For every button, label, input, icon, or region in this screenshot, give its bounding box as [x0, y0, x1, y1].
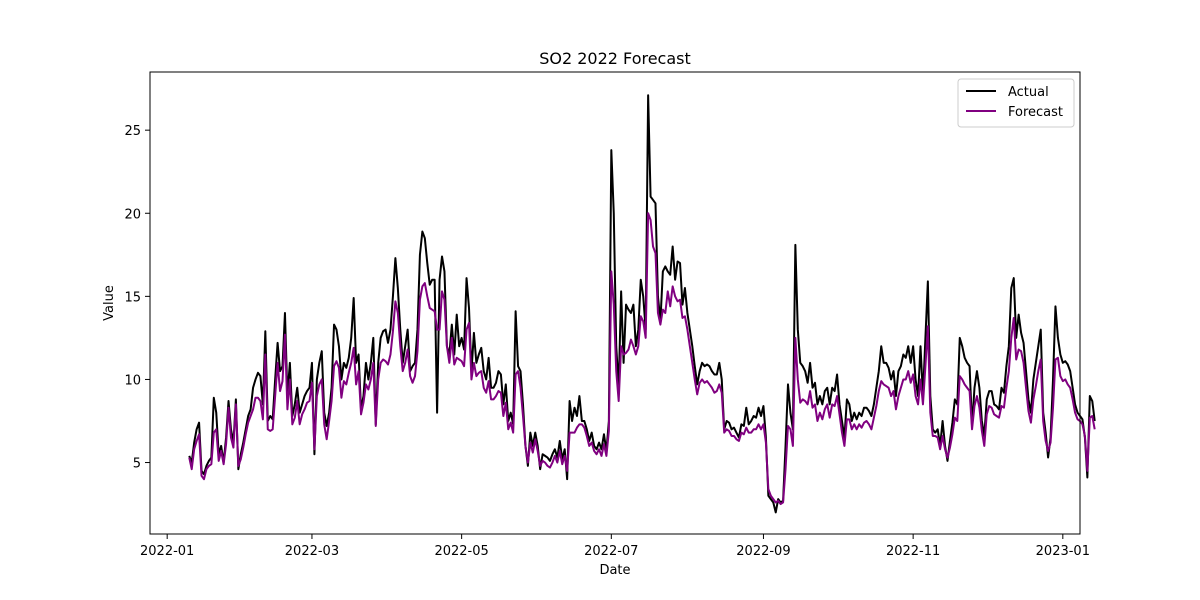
x-tick-label: 2022-01: [140, 544, 194, 559]
y-tick-label: 10: [124, 373, 141, 388]
x-axis: 2022-01 2022-03 2022-05 2022-07 2022-09 2022-…: [140, 534, 1090, 559]
series-line-forecast: [188, 212, 1096, 506]
x-tick-label: 2023-01: [1036, 544, 1090, 559]
x-tick-label: 2022-03: [285, 544, 339, 559]
y-tick-label: 5: [133, 457, 141, 472]
x-tick-label: 2022-09: [736, 544, 790, 559]
chart-title: SO2 2022 Forecast: [539, 49, 691, 68]
y-axis: 5 10 15 20 25: [124, 124, 150, 472]
y-axis-label: Value: [102, 285, 117, 321]
x-axis-label: Date: [599, 563, 630, 578]
axes-frame: [149, 71, 1081, 535]
series-layer: [188, 94, 1096, 514]
x-tick-label: 2022-05: [434, 544, 488, 559]
legend-actual-label: Actual: [1008, 85, 1049, 100]
series-line-actual: [188, 94, 1096, 514]
legend: Actual Forecast: [957, 78, 1075, 128]
y-tick-label: 15: [124, 290, 141, 305]
plot-area: [149, 71, 1096, 535]
x-tick-label: 2022-07: [584, 544, 638, 559]
x-tick-label: 2022-11: [886, 544, 940, 559]
y-tick-label: 20: [124, 207, 141, 222]
y-tick-label: 25: [124, 124, 141, 139]
legend-forecast-label: Forecast: [1008, 105, 1063, 120]
